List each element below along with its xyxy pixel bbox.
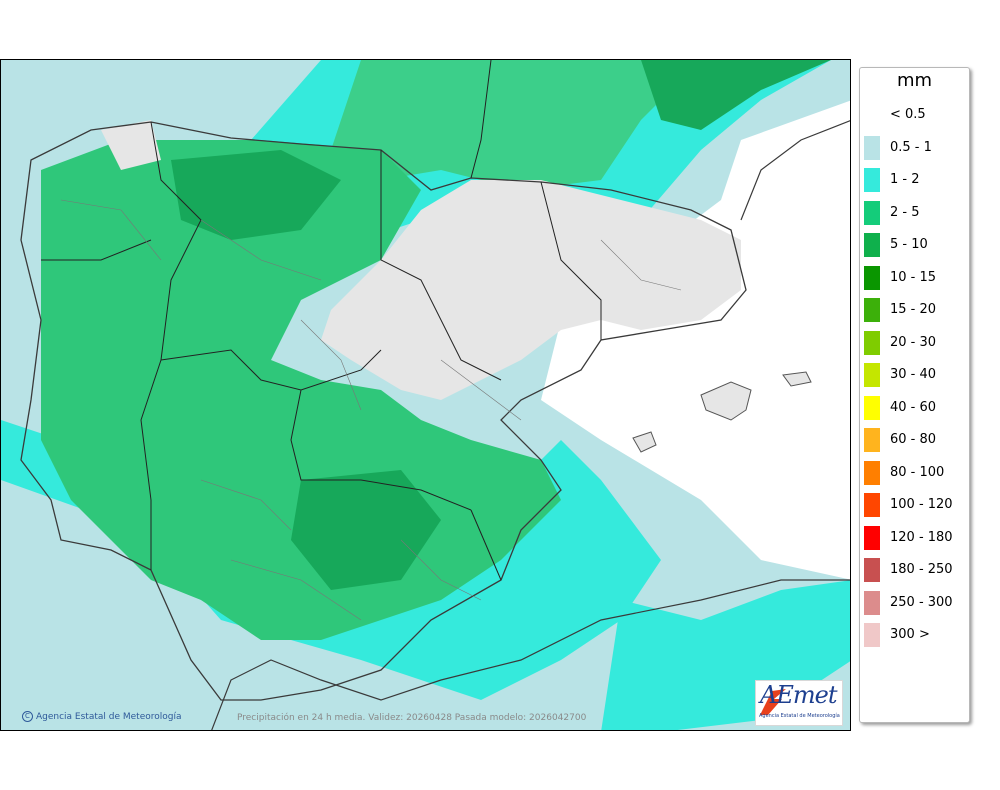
legend-swatch [864,395,880,420]
precip-zone-darkgreen-south [291,470,441,590]
legend-item: 100 - 120 [860,493,969,525]
legend-swatch [864,265,880,290]
legend-swatch [864,363,880,387]
legend-item: 300 > [860,623,969,655]
legend-label: 10 - 15 [890,269,937,285]
dry-zone-north [101,120,161,170]
precip-zone-cyan-south [1,420,661,700]
legend-label: 60 - 80 [890,432,937,447]
agency-credit-text: Agencia Estatal de Meteorología [36,712,182,722]
legend-swatch [864,623,880,647]
legend-item: 1 - 2 [860,168,969,200]
precip-zone-darkgreen [171,150,341,240]
legend-label: 30 - 40 [890,367,937,382]
dry-zone-northeast [321,180,741,400]
precipitation-map [0,59,851,731]
africa-coastline [211,579,850,730]
precip-zone-green [331,60,701,190]
legend-label: 300 > [890,627,930,642]
island-mallorca [700,381,752,421]
legend-item: 2 - 5 [860,200,969,233]
france-coastline [740,120,850,221]
legend-label: 2 - 5 [890,204,920,220]
legend-label: 80 - 100 [890,464,945,480]
legend-item: 250 - 300 [860,590,969,623]
aemet-logo-wing-icon [760,689,786,715]
map-caption: Precipitación en 24 h media. Validez: 20… [237,713,587,723]
legend-label: 40 - 60 [890,399,937,415]
coastline [20,121,747,701]
legend-swatch [864,428,880,452]
legend-item: 60 - 80 [860,428,969,460]
legend-item: 0.5 - 1 [860,135,969,168]
aemet-logo: AEmet Agencia Estatal de Meteorología [755,680,843,726]
legend-label: 180 - 250 [890,562,953,577]
legend-item: 30 - 40 [860,363,969,395]
legend-item: 40 - 60 [860,395,969,428]
legend-item: 15 - 20 [860,298,969,330]
legend-item: 80 - 100 [860,460,969,493]
legend-swatch [864,460,880,485]
legend-swatch [864,200,880,225]
legend-swatch [864,168,880,192]
legend-label: 0.5 - 1 [890,139,932,155]
agency-credit: C Agencia Estatal de Meteorología [22,711,182,722]
aemet-logo-word: AEmet [760,681,837,709]
legend-swatch [864,525,880,550]
legend-swatch [864,330,880,355]
island-ibiza [632,431,657,453]
legend-label: 120 - 180 [890,529,953,545]
legend-item: 120 - 180 [860,525,969,558]
legend-item: < 0.5 [860,103,969,135]
legend-label: 5 - 10 [890,237,928,252]
legend-item: 180 - 250 [860,558,969,590]
legend-label: 100 - 120 [890,497,953,512]
island-menorca [782,371,812,387]
legend-swatch [864,135,880,160]
legend-label: 15 - 20 [890,302,937,317]
legend-unit: mm [896,70,933,91]
legend-swatch [864,298,880,322]
map-canvas [1,60,850,730]
legend-swatch [864,558,880,582]
precip-zone-darkgreen-east [641,60,831,130]
region-borders [41,60,602,581]
legend-label: < 0.5 [890,107,926,122]
province-borders [60,199,682,621]
copyright-icon: C [22,711,33,722]
legend-swatch [864,233,880,257]
legend-swatch [864,590,880,615]
legend-label: 250 - 300 [890,594,953,610]
legend-item: 10 - 15 [860,265,969,298]
legend-item: 5 - 10 [860,233,969,265]
legend-swatch [864,103,880,127]
legend-swatch [864,493,880,517]
legend-label: 20 - 30 [890,334,937,350]
legend-item: 20 - 30 [860,330,969,363]
legend-label: 1 - 2 [890,172,920,187]
aemet-logo-subtitle: Agencia Estatal de Meteorología [759,713,840,719]
precipitation-legend: mm < 0.5 0.5 - 1 1 - 2 2 - 5 5 - 10 10 - 15 15… [859,67,970,723]
